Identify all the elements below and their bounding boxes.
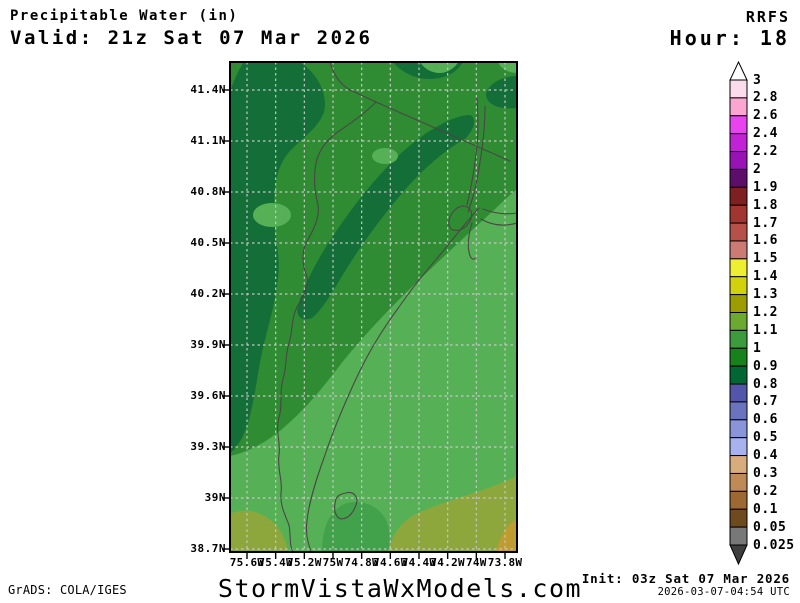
colorbar-box [729,79,748,99]
colorbar-box [729,526,748,546]
lat-label: 39N [204,491,226,504]
lat-label: 39.9N [190,338,226,351]
colorbar-box [729,455,748,474]
colorbar-box [729,347,748,367]
contour-light-spot-west [253,203,291,227]
contour-olive-bottomright [388,476,517,552]
delaware-bay-inlet-outline [334,491,358,520]
contour-bay-green [322,502,390,552]
contour-light-topright-corner [498,62,517,73]
colorbar-box [729,294,748,314]
lon-label: 74.8W [344,556,379,569]
hudson-river-east-outline [467,105,486,213]
lat-axis: 41.4N 41.1N 40.8N 40.5N 40.2N 39.9N 39.6N 39.3N… [150,0,226,600]
hudson-river-outline [466,97,479,206]
lon-label: 75W [322,556,344,569]
colorbar-box [729,276,748,296]
colorbar-box [729,365,748,385]
lat-label: 38.7N [190,542,226,555]
long-island-shore-outline [482,208,517,215]
contour-dark-right-blob [486,76,517,109]
colorbar-overflow-top-triangle [729,60,748,81]
website-label: StormVistaWxModels.com [217,574,583,603]
staten-island-outline [448,205,473,231]
lon-label: 75.2W [287,556,322,569]
colorbar-box [729,186,748,206]
colorbar [729,60,748,566]
init-time-label: Init: 03z Sat 07 Mar 2026 [581,571,790,586]
colorbar-box [729,115,748,135]
lat-label: 39.6N [190,389,226,402]
contour-tan-corner [496,519,517,552]
lat-label: 39.3N [190,440,226,453]
colorbar-box [729,133,748,153]
lon-label: 74W [465,556,487,569]
lon-label: 73.8W [487,556,523,569]
atlantic-coast-outline [305,207,480,552]
contour-olive-bottomleft [230,510,288,552]
colorbar-box [729,258,748,278]
contour-light-top-spot [420,62,458,73]
colorbar-box [729,168,748,188]
long-island-south-shore-outline [480,218,517,226]
model-name-label: RRFS [745,8,790,26]
colorbar-box [729,472,748,492]
colorbar-box [729,490,748,510]
lon-axis: 75.6W 75.4W 75.2W 75W 74.8W 74.6W 74.4W 74.2W 74… [0,556,800,570]
lat-label: 40.8N [190,185,226,198]
page-title: Precipitable Water (in) [10,8,239,24]
map-area [229,61,518,553]
colorbar-box [729,204,748,224]
colorbar-box [729,97,748,117]
grads-credit-label: GrADS: COLA/IGES [8,583,127,597]
lat-label: 40.2N [190,287,226,300]
colorbar-box [729,329,748,349]
delaware-river-outline [277,101,377,552]
lat-label: 41.1N [190,134,226,147]
colorbar-box [729,437,748,457]
lon-label: 74.6W [373,556,408,569]
map-border [229,61,518,553]
lon-label: 74.2W [430,556,465,569]
lon-label: 75.6W [229,556,265,569]
lon-label: 75.4W [258,556,293,569]
colorbar-box [729,419,748,439]
colorbar-box [729,151,748,170]
forecast-hour-label: Hour: 18 [669,26,790,50]
sandy-hook-outline [467,222,476,260]
colorbar-box [729,401,748,421]
lat-label: 40.5N [190,236,226,249]
colorbar-box [729,383,748,403]
contour-dark-central-band [297,115,475,320]
lon-label: 74.4W [401,556,437,569]
contour-light-spot-center [372,148,398,164]
delaware-river-north-outline [329,62,377,103]
nj-ny-border-outline [375,101,511,162]
generated-timestamp-label: 2026-03-07-04:54 UTC [657,586,790,598]
colorbar-box [729,312,748,331]
colorbar-box [729,508,748,528]
lat-lon-grid [230,62,517,552]
axis-ticks [222,89,506,559]
contour-light-southeast [230,189,517,552]
colorbar-box [729,240,748,260]
colorbar-box [729,222,748,242]
geography-outlines [277,62,517,552]
contour-dark-northwest [230,62,325,453]
valid-time-label: Valid: 21z Sat 07 Mar 2026 [10,27,373,49]
lat-label: 41.4N [190,83,226,96]
